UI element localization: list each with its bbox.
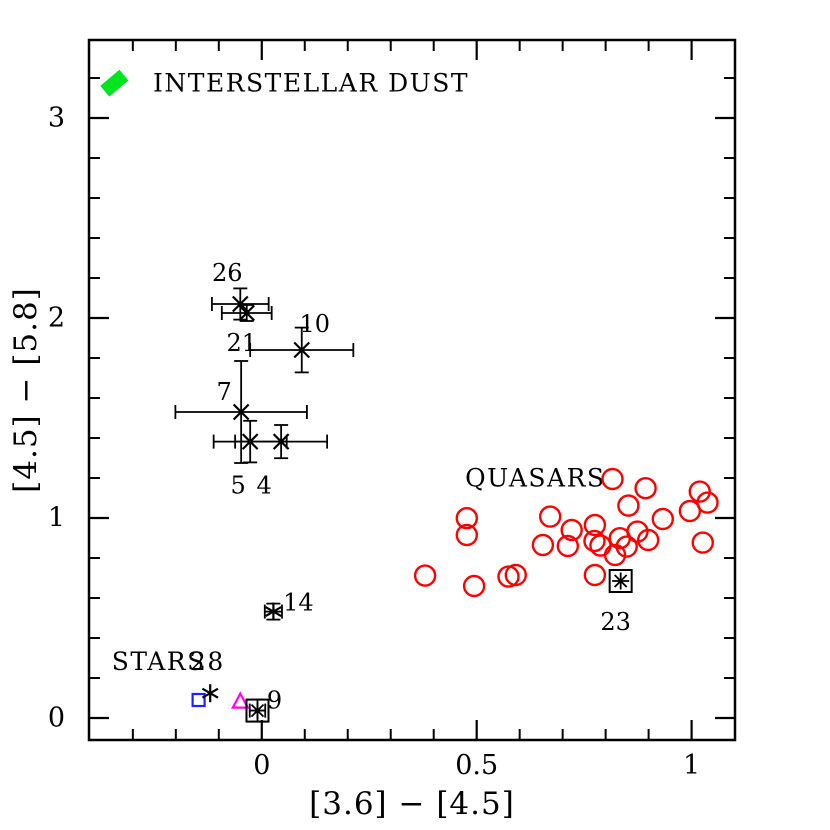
quasar-point [603,543,627,567]
x-tick-label: 0.5 [455,750,498,781]
y-axis-title: [4.5] − [5.8] [8,287,44,493]
source-number-label: 10 [299,310,330,338]
x-axis-title: [3.6] − [4.5] [309,786,515,822]
quasar-point [538,505,562,528]
asterisk-marker [201,687,219,699]
x-tick-label: 0 [253,750,270,781]
cross-marker [232,295,249,313]
triangle-marker [230,691,250,709]
stars-label: STARS [112,647,206,676]
boxed-asterisk-marker [245,698,270,723]
cross-marker [232,403,250,421]
star-28-number: 28 [190,647,225,676]
quasar-point [691,531,714,554]
quasar-point [696,491,719,514]
quasar-point [504,563,527,587]
quasar-point [678,499,702,523]
y-tick-label: 2 [48,303,65,334]
quasar-point [636,528,660,552]
y-tick-label: 0 [48,703,65,734]
quasars-label: QUASARS [465,464,605,493]
quasar-point [462,574,486,598]
quasar-point [531,533,555,557]
cross-marker [272,433,290,450]
boxed-asterisk-marker [608,569,633,593]
quasar-point [583,529,606,553]
boxed-asterisk-marker [614,574,628,588]
x-tick-label: 1 [683,750,700,781]
source-number-label: 9 [267,687,282,715]
quasar-point [634,477,657,500]
quasar-point [560,518,583,542]
quasar-point [556,534,580,558]
source-number-label: 26 [212,259,243,287]
quasar-point [455,523,479,547]
quasar-point [583,563,607,587]
source-number-label: 21 [226,329,257,357]
source-number-label: 23 [600,608,631,636]
asterisk-marker [265,606,282,618]
quasar-point [583,513,607,537]
y-tick-label: 1 [48,503,65,534]
quasar-point [688,480,711,503]
source-number-label: 7 [217,378,232,406]
quasar-point [651,507,674,531]
dust-diamond-marker [100,69,129,97]
quasar-point [601,467,624,491]
quasar-point [615,535,638,558]
y-tick-label: 3 [48,103,65,134]
interstellar-dust-label: INTERSTELLAR DUST [153,69,469,98]
source-number-label: 4 [256,472,271,500]
source-number-label: 14 [283,589,314,617]
cross-marker [293,341,311,359]
quasar-point [589,534,612,557]
boxed-asterisk-marker [250,703,265,718]
plot-frame [87,38,737,742]
quasar-point [455,507,479,530]
source-number-label: 5 [231,472,246,500]
quasar-point [617,494,640,517]
star-square-marker [191,692,206,708]
quasar-point [413,564,437,587]
cross-marker [238,304,256,322]
